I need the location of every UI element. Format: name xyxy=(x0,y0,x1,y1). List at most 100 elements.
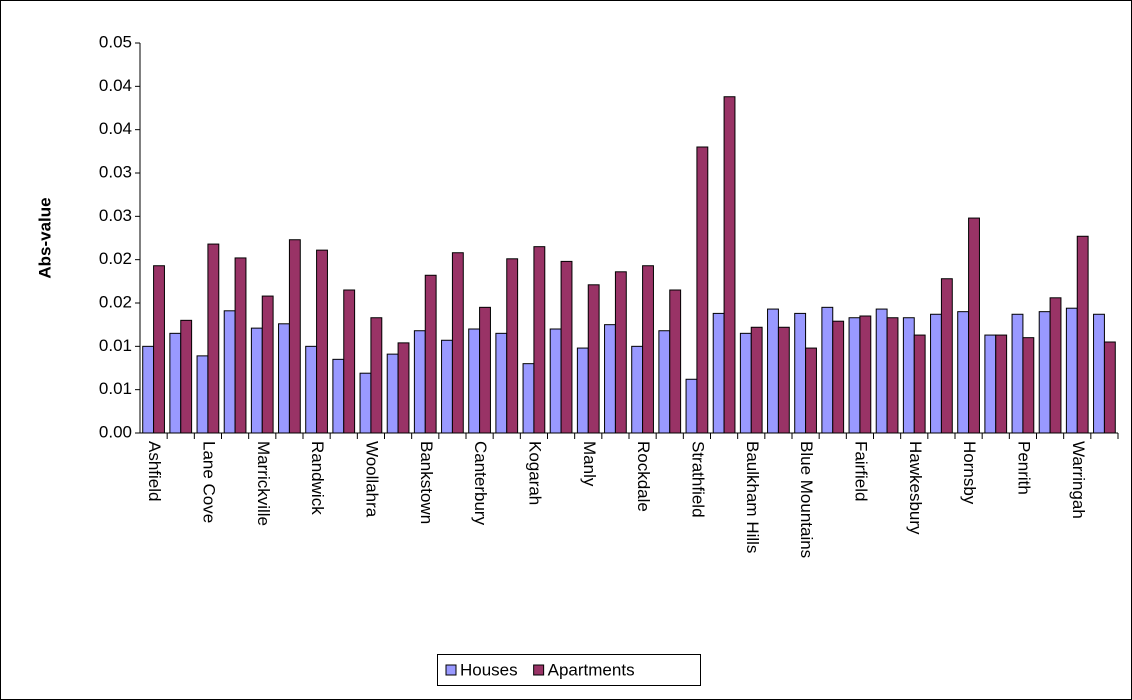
bar xyxy=(1076,235,1089,434)
bar xyxy=(712,312,725,434)
bar xyxy=(886,317,899,434)
bar xyxy=(902,317,915,434)
bar xyxy=(604,324,616,434)
y-tick-label: 0.04 xyxy=(99,76,132,95)
bar xyxy=(1022,337,1035,434)
bar xyxy=(1065,307,1078,434)
bar xyxy=(696,146,709,434)
bar xyxy=(1103,341,1116,434)
x-tick-label: Marrickville xyxy=(254,441,273,526)
x-tick-label: Fairfield xyxy=(851,441,870,501)
bar xyxy=(576,347,589,434)
bar xyxy=(468,328,481,434)
x-tick-label: Randwick xyxy=(308,441,327,515)
bar xyxy=(859,315,872,434)
x-tick-label: Baulkham Hills xyxy=(743,441,762,553)
bar xyxy=(995,334,1008,434)
legend-swatch xyxy=(445,664,457,676)
bar xyxy=(343,289,356,434)
bar xyxy=(1038,311,1051,434)
x-tick-label: Manly xyxy=(580,441,599,487)
y-tick-label: 0.03 xyxy=(99,162,132,181)
bar xyxy=(794,312,807,434)
bar xyxy=(848,317,861,434)
bar xyxy=(506,258,519,434)
y-axis-title: Abs-value xyxy=(35,197,54,278)
bar xyxy=(441,339,453,434)
bar xyxy=(685,378,698,434)
x-tick-label: Ashfield xyxy=(145,441,164,501)
y-tick-label: 0.02 xyxy=(99,292,132,311)
x-tick-label: Rockdale xyxy=(634,441,653,512)
legend-swatch xyxy=(533,664,545,676)
bar xyxy=(196,355,209,434)
bar xyxy=(614,271,627,434)
bar xyxy=(495,332,508,434)
y-tick-label: 0.00 xyxy=(99,422,132,441)
bar xyxy=(278,323,290,434)
x-tick-label: Hornsby xyxy=(960,441,979,505)
y-tick-label: 0.05 xyxy=(99,32,132,51)
x-tick-label: Lane Cove xyxy=(199,441,218,523)
legend-label: Apartments xyxy=(548,660,635,679)
x-tick-label: Penrith xyxy=(1014,441,1033,495)
bar xyxy=(305,345,318,434)
bar xyxy=(723,96,736,434)
bar xyxy=(821,306,834,434)
bar xyxy=(587,284,600,434)
bar xyxy=(207,243,220,434)
bar xyxy=(234,257,247,434)
bar xyxy=(370,317,383,434)
bar xyxy=(940,278,953,434)
y-tick-label: 0.01 xyxy=(99,336,132,355)
bar xyxy=(968,217,980,434)
y-tick-label: 0.04 xyxy=(99,119,132,138)
bar xyxy=(359,372,372,434)
x-tick-label: Bankstown xyxy=(417,441,436,524)
bar xyxy=(413,330,426,434)
y-tick-label: 0.02 xyxy=(99,249,132,268)
bar xyxy=(767,308,779,434)
bar xyxy=(316,249,328,434)
bar xyxy=(957,311,970,434)
bar xyxy=(522,363,535,434)
x-tick-label: Woollahra xyxy=(362,441,381,518)
bar xyxy=(777,326,790,434)
bar xyxy=(805,347,817,434)
bar xyxy=(832,320,845,434)
bar xyxy=(913,334,926,434)
bar xyxy=(169,332,182,434)
x-tick-label: Blue Mountains xyxy=(797,441,816,558)
bar xyxy=(180,319,193,434)
bar xyxy=(750,326,763,434)
legend-box xyxy=(437,654,701,686)
bar xyxy=(533,246,546,434)
bar xyxy=(1049,297,1062,434)
bar xyxy=(261,295,274,434)
bar xyxy=(739,332,752,434)
bar xyxy=(223,310,236,434)
y-tick-label: 0.01 xyxy=(99,379,132,398)
bar xyxy=(930,313,942,434)
bar xyxy=(875,308,888,434)
bar xyxy=(153,265,165,434)
x-tick-label: Hawkesbury xyxy=(906,441,925,535)
bar xyxy=(560,260,573,434)
bar xyxy=(642,265,654,434)
x-tick-label: Kogarah xyxy=(525,441,544,505)
bar xyxy=(250,327,263,434)
bar xyxy=(549,328,562,434)
bar xyxy=(631,345,644,434)
bar xyxy=(479,306,491,434)
bar xyxy=(984,334,997,434)
bar xyxy=(669,289,682,434)
x-tick-label: Warringah xyxy=(1069,441,1088,519)
bar xyxy=(424,274,437,434)
x-tick-label: Canterbury xyxy=(471,441,490,526)
bar xyxy=(451,252,464,434)
y-tick-label: 0.03 xyxy=(99,206,132,225)
bar xyxy=(386,353,399,434)
bar xyxy=(332,358,345,434)
